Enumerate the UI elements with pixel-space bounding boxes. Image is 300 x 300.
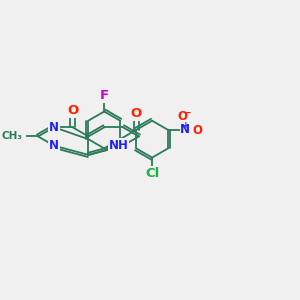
Text: N: N [180, 123, 190, 136]
Text: −: − [183, 108, 192, 118]
Text: F: F [100, 89, 109, 102]
Text: O: O [67, 104, 78, 117]
Text: +: + [182, 121, 190, 130]
Text: N: N [49, 121, 59, 134]
Text: NH: NH [109, 139, 129, 152]
Text: CH₃: CH₃ [2, 131, 22, 141]
Text: O: O [178, 110, 188, 123]
Text: O: O [130, 107, 142, 120]
Text: N: N [118, 139, 128, 152]
Text: O: O [192, 124, 202, 137]
Text: Cl: Cl [145, 167, 159, 180]
Text: N: N [49, 139, 59, 152]
